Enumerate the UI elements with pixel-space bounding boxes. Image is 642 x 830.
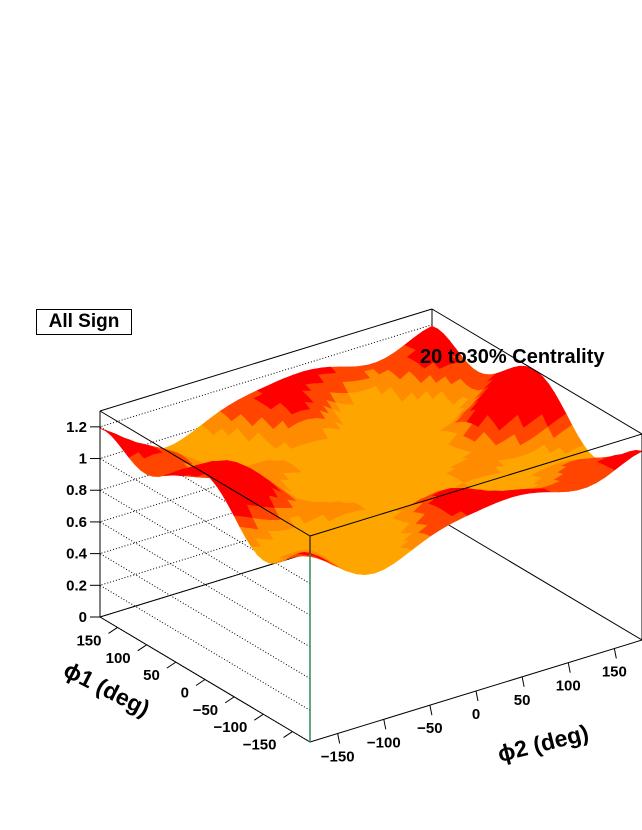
x-tick-label: 0 — [472, 706, 480, 723]
x-tick — [383, 719, 387, 730]
z-tick-label: 0.4 — [66, 546, 88, 563]
z-gridline — [98, 451, 433, 680]
x-tick — [521, 676, 525, 687]
z-gridline — [98, 419, 433, 648]
surface-mesh — [99, 325, 642, 576]
y-tick-label: −50 — [193, 702, 218, 719]
x-tick — [475, 690, 479, 702]
z-gridline — [98, 356, 433, 584]
y-tick — [137, 644, 147, 652]
y-tick — [283, 731, 293, 738]
y-tick — [224, 696, 235, 704]
y-tick-label: 100 — [106, 650, 131, 667]
z-tick-label: 0.6 — [66, 514, 87, 531]
y-tick-label: 50 — [143, 667, 160, 684]
box-edge-back — [99, 308, 433, 412]
y-tick — [108, 627, 118, 634]
x-tick — [337, 733, 341, 744]
chart-title: 20 to30% Centrality — [420, 346, 605, 368]
x-tick-label: −150 — [321, 749, 355, 766]
box-edge-front — [431, 308, 642, 435]
y-tick-label: −100 — [214, 719, 248, 736]
box-edge-back — [431, 514, 642, 641]
y-tick — [254, 713, 264, 721]
z-tick-label: 1 — [79, 451, 87, 468]
y-tick-label: 150 — [76, 632, 101, 649]
y-tick — [166, 661, 177, 669]
box-edge-front — [99, 410, 311, 537]
x-tick-label: 50 — [514, 692, 531, 709]
tick-marks — [90, 426, 617, 744]
y-tick-label: 0 — [181, 685, 189, 702]
surface-cell — [304, 552, 320, 557]
x-axis-title: ϕ2 (deg) — [495, 719, 591, 767]
y-tick — [195, 679, 206, 686]
z-tick-label: 0 — [79, 609, 87, 626]
y-tick-label: −150 — [243, 737, 277, 754]
x-tick — [567, 662, 571, 673]
tick-labels: 00.20.40.60.811.2−150−100−50050100150−15… — [66, 419, 627, 766]
x-tick-label: −100 — [367, 734, 401, 751]
label-box: All Sign — [36, 309, 132, 335]
x-tick — [613, 648, 617, 659]
z-gridline — [98, 387, 433, 616]
z-tick-label: 0.2 — [66, 577, 87, 594]
x-tick-label: 150 — [602, 664, 627, 681]
z-gridline — [98, 514, 433, 743]
z-gridline — [98, 482, 433, 711]
x-tick-label: 100 — [556, 678, 581, 695]
x-tick-label: −50 — [417, 720, 442, 737]
z-tick-label: 1.2 — [66, 419, 87, 436]
box-edge-front — [309, 433, 642, 537]
x-tick — [429, 705, 433, 716]
z-tick-label: 0.8 — [66, 482, 87, 499]
